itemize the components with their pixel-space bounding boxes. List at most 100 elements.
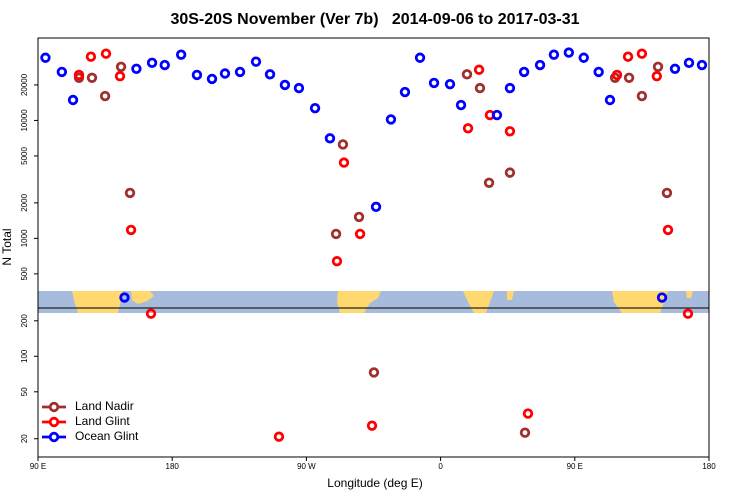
data-point bbox=[578, 52, 589, 63]
data-point bbox=[337, 139, 349, 150]
data-point bbox=[145, 308, 157, 319]
data-point bbox=[219, 68, 231, 79]
y-tick-label: 1000 bbox=[20, 229, 29, 247]
data-point bbox=[455, 99, 467, 111]
data-point bbox=[399, 86, 411, 98]
x-tick-label: 180 bbox=[166, 462, 180, 471]
data-point bbox=[385, 114, 397, 125]
data-point bbox=[368, 367, 380, 378]
data-point bbox=[115, 61, 127, 72]
x-axis-label: Longitude (deg E) bbox=[327, 476, 422, 490]
data-point bbox=[636, 90, 648, 102]
x-tick-label: 90 E bbox=[567, 462, 583, 471]
data-point bbox=[662, 224, 674, 236]
y-tick-label: 10000 bbox=[20, 109, 29, 132]
data-point bbox=[250, 56, 262, 67]
data-point bbox=[461, 69, 473, 80]
data-point bbox=[100, 48, 112, 59]
data-point bbox=[414, 52, 426, 63]
data-point bbox=[623, 72, 635, 83]
data-point bbox=[696, 59, 708, 71]
data-point bbox=[175, 49, 187, 60]
data-point bbox=[370, 201, 382, 213]
data-point bbox=[353, 211, 365, 223]
data-point bbox=[504, 167, 516, 178]
data-point bbox=[309, 102, 321, 114]
data-point bbox=[191, 69, 203, 81]
data-point bbox=[366, 420, 378, 431]
data-point bbox=[519, 427, 531, 438]
data-point bbox=[146, 57, 158, 69]
y-tick-label: 2000 bbox=[20, 193, 29, 211]
data-point bbox=[125, 224, 137, 236]
y-axis-label: N Total bbox=[0, 228, 14, 265]
data-point bbox=[114, 71, 126, 82]
data-point bbox=[354, 228, 366, 240]
data-point bbox=[656, 292, 668, 303]
data-point bbox=[331, 256, 343, 267]
x-tick-label: 180 bbox=[702, 462, 716, 471]
chart-title: 30S-20S November (Ver 7b) 2014-09-06 to … bbox=[170, 11, 579, 28]
data-point bbox=[338, 157, 350, 168]
data-point bbox=[85, 51, 97, 62]
data-point bbox=[504, 126, 516, 137]
x-tick-label: 90 E bbox=[30, 462, 46, 471]
data-point bbox=[119, 292, 130, 303]
data-point bbox=[293, 82, 305, 94]
data-point bbox=[40, 52, 51, 63]
data-point bbox=[131, 63, 142, 75]
data-point bbox=[504, 82, 516, 94]
data-point bbox=[611, 69, 623, 81]
data-point bbox=[99, 90, 111, 102]
data-point bbox=[264, 69, 276, 80]
y-tick-label: 5000 bbox=[20, 146, 29, 164]
data-point bbox=[273, 431, 285, 442]
data-point bbox=[474, 82, 486, 94]
data-point bbox=[522, 408, 534, 419]
y-tick-label: 100 bbox=[20, 349, 29, 363]
data-point bbox=[622, 51, 634, 62]
data-point bbox=[636, 48, 648, 59]
data-point bbox=[491, 109, 503, 121]
data-point bbox=[159, 59, 170, 71]
x-tick-label: 0 bbox=[438, 462, 443, 471]
legend-label: Land Nadir bbox=[75, 399, 134, 413]
data-point bbox=[444, 78, 456, 90]
data-point bbox=[483, 177, 495, 188]
y-tick-label: 200 bbox=[20, 314, 29, 328]
data-point bbox=[73, 69, 85, 81]
data-point bbox=[652, 61, 664, 72]
data-point bbox=[683, 57, 695, 69]
legend-label: Land Glint bbox=[75, 414, 130, 428]
data-point bbox=[604, 94, 616, 106]
y-tick-label: 50 bbox=[20, 387, 29, 396]
legend-marker bbox=[48, 431, 60, 443]
y-tick-label: 20000 bbox=[20, 73, 29, 96]
data-point bbox=[651, 71, 663, 82]
legend-label: Ocean Glint bbox=[75, 429, 139, 443]
data-point bbox=[473, 64, 485, 75]
data-point bbox=[593, 66, 604, 78]
data-point bbox=[669, 63, 681, 75]
data-point bbox=[234, 66, 246, 78]
data-point bbox=[428, 77, 440, 89]
data-point bbox=[548, 49, 560, 60]
data-point bbox=[124, 187, 136, 199]
data-point bbox=[563, 47, 575, 58]
data-point bbox=[279, 79, 291, 91]
data-point bbox=[67, 94, 79, 106]
legend-marker bbox=[48, 416, 60, 428]
data-point bbox=[206, 73, 218, 85]
plot-frame bbox=[37, 37, 710, 458]
data-point bbox=[661, 187, 673, 199]
data-point bbox=[86, 72, 98, 83]
legend-marker bbox=[48, 401, 60, 413]
data-point bbox=[330, 228, 342, 240]
y-tick-label: 500 bbox=[20, 267, 29, 281]
data-point bbox=[56, 66, 68, 78]
data-point bbox=[518, 66, 530, 78]
map-strip bbox=[38, 291, 709, 313]
data-point bbox=[534, 59, 546, 71]
data-point bbox=[462, 123, 474, 134]
